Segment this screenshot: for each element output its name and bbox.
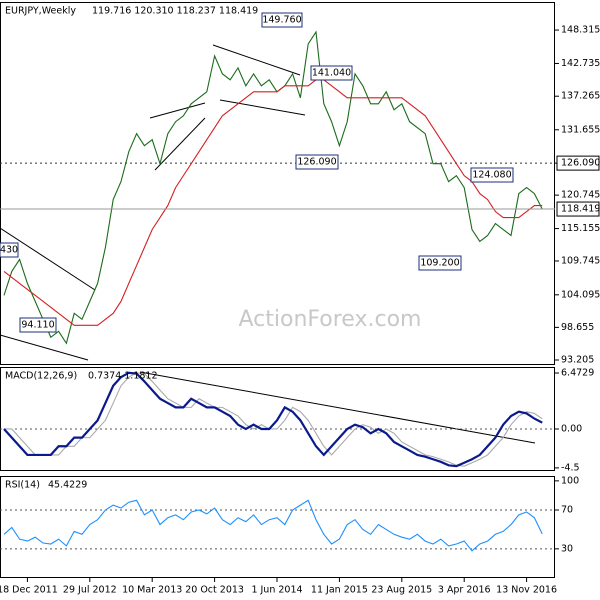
watermark: ActionForex.com	[239, 307, 422, 332]
panel-frame	[0, 367, 555, 471]
panel-frame	[0, 476, 555, 578]
annotation-box	[310, 65, 353, 81]
y-tick-label: 142.735	[561, 58, 600, 69]
panel-subtitle: 45.4229	[48, 480, 87, 491]
annotation-box	[0, 242, 19, 258]
annotation: 149.760	[262, 15, 301, 26]
annotation-box	[470, 167, 514, 183]
series-line	[4, 372, 543, 467]
y-tick-label: 120.745	[561, 190, 600, 201]
y-tick-label: 100	[561, 475, 579, 486]
annotation: 430	[0, 245, 18, 256]
x-tick-label: 20 Oct 2013	[185, 585, 244, 596]
series-line	[3, 371, 543, 468]
y-tick-label: 104.095	[561, 289, 600, 300]
x-tick-label: 1 Jun 2014	[251, 585, 302, 596]
panel-title: MACD(12,26,9)	[5, 371, 77, 382]
panel-title: RSI(14)	[5, 480, 40, 491]
panel-frame	[0, 2, 555, 365]
annotation: 126.090	[297, 157, 336, 168]
annotation-box	[295, 154, 339, 170]
y-tick-label: 98.655	[561, 322, 594, 333]
annotation: 94.110	[21, 320, 54, 331]
annotation: 124.080	[472, 170, 511, 181]
series-line	[3, 499, 543, 552]
y-tick-label: 0.00	[561, 423, 582, 434]
trend-lines	[0, 44, 536, 444]
y-tick-label: 137.265	[561, 91, 600, 102]
series-line	[3, 79, 543, 326]
tick-box	[556, 155, 600, 171]
annotation: 141.040	[312, 68, 351, 79]
y-tick-label: 93.205	[561, 355, 594, 366]
annotation: 109.200	[420, 258, 459, 269]
panel-subtitle: 0.7374 1.1812	[88, 371, 158, 382]
x-tick-label: 13 Nov 2016	[496, 585, 557, 596]
y-tick-label: 115.155	[561, 223, 600, 234]
x-tick-label: 10 Mar 2013	[122, 585, 182, 596]
y-tick-label: 126.090	[561, 158, 600, 169]
y-tick-label: 30	[561, 543, 573, 554]
y-tick-label: -4.5	[561, 462, 580, 473]
x-tick-label: 23 Aug 2015	[371, 585, 432, 596]
annotation-box	[418, 255, 462, 271]
x-tick-label: 11 Jan 2015	[311, 585, 368, 596]
series-line	[3, 30, 543, 345]
y-tick-label: 131.655	[561, 124, 600, 135]
panel-subtitle: 119.716 120.310 118.237 118.419	[92, 6, 258, 17]
y-tick-label: 109.745	[561, 255, 600, 266]
x-tick-label: 18 Dec 2011	[0, 585, 58, 596]
x-tick-label: 29 Jul 2012	[63, 585, 117, 596]
x-tick-label: 3 Apr 2016	[438, 585, 491, 596]
y-tick-label: 148.315	[561, 25, 600, 36]
y-tick-label: 6.4729	[561, 368, 594, 379]
last-price-label: 118.419	[561, 204, 600, 215]
last-price-box	[556, 201, 600, 217]
y-tick-label: 70	[561, 505, 573, 516]
annotation-box	[19, 317, 57, 333]
panel-title: EURJPY,Weekly	[5, 6, 76, 17]
annotation-box	[261, 12, 303, 28]
